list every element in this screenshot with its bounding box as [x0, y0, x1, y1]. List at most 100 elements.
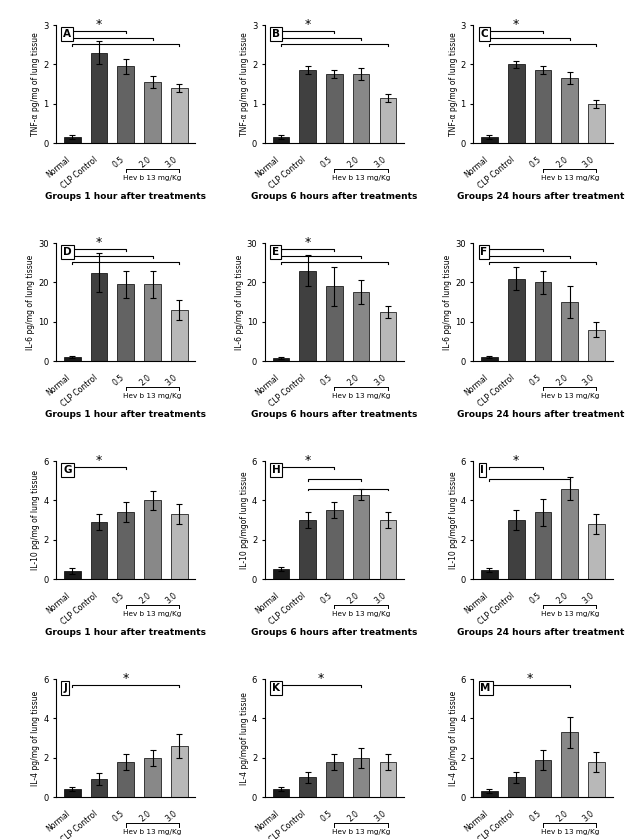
- Text: Normal: Normal: [45, 809, 72, 834]
- Bar: [272, 789, 289, 797]
- Bar: [118, 513, 134, 579]
- Text: 3.0: 3.0: [372, 809, 388, 824]
- X-axis label: Groups 1 hour after treatments: Groups 1 hour after treatments: [45, 410, 206, 420]
- Bar: [272, 569, 289, 579]
- Bar: [272, 358, 289, 361]
- Bar: [534, 283, 551, 361]
- Text: 3.0: 3.0: [581, 591, 596, 606]
- Text: G: G: [63, 465, 72, 475]
- Bar: [64, 571, 81, 579]
- Text: 2.0: 2.0: [346, 809, 361, 823]
- Text: Hev b 13 mg/Kg: Hev b 13 mg/Kg: [332, 611, 390, 617]
- Bar: [171, 514, 187, 579]
- Text: 0.5: 0.5: [111, 809, 126, 824]
- Text: 0.5: 0.5: [111, 373, 126, 388]
- Bar: [272, 137, 289, 143]
- Y-axis label: TNF-α pg/mg of lung tissue: TNF-α pg/mg of lung tissue: [240, 32, 249, 136]
- Bar: [326, 75, 342, 143]
- Text: Hev b 13 mg/Kg: Hev b 13 mg/Kg: [332, 175, 390, 181]
- Text: Hev b 13 mg/Kg: Hev b 13 mg/Kg: [123, 611, 182, 617]
- Text: F: F: [481, 247, 488, 257]
- Bar: [118, 762, 134, 797]
- Bar: [299, 271, 316, 361]
- Text: Hev b 13 mg/Kg: Hev b 13 mg/Kg: [332, 829, 390, 835]
- Y-axis label: TNF-α pg/mg of lung tissue: TNF-α pg/mg of lung tissue: [449, 32, 458, 136]
- Bar: [353, 494, 369, 579]
- Text: Hev b 13 mg/Kg: Hev b 13 mg/Kg: [332, 393, 390, 399]
- Y-axis label: IL-6 pg/mg of lung tissue: IL-6 pg/mg of lung tissue: [26, 254, 35, 350]
- Text: Normal: Normal: [45, 591, 72, 616]
- Bar: [171, 746, 187, 797]
- Bar: [508, 65, 524, 143]
- Text: D: D: [63, 247, 72, 257]
- Text: Normal: Normal: [462, 373, 489, 398]
- Text: A: A: [63, 29, 71, 39]
- X-axis label: Groups 1 hour after treatments: Groups 1 hour after treatments: [45, 192, 206, 201]
- Text: *: *: [318, 671, 324, 685]
- Bar: [118, 284, 134, 361]
- X-axis label: Groups 24 hours after treatments: Groups 24 hours after treatments: [457, 628, 625, 638]
- Y-axis label: IL-4 pg/mgof lung tissue: IL-4 pg/mgof lung tissue: [240, 691, 249, 784]
- Text: CLP Control: CLP Control: [59, 591, 99, 626]
- Text: 2.0: 2.0: [555, 373, 570, 388]
- Text: Hev b 13 mg/Kg: Hev b 13 mg/Kg: [123, 829, 182, 835]
- Y-axis label: IL-10 pg/mg of lung tissue: IL-10 pg/mg of lung tissue: [31, 470, 41, 571]
- Y-axis label: IL-6 pg/mg of lung tissue: IL-6 pg/mg of lung tissue: [235, 254, 244, 350]
- Bar: [118, 66, 134, 143]
- Bar: [588, 104, 605, 143]
- Text: 0.5: 0.5: [111, 155, 126, 169]
- Bar: [326, 510, 342, 579]
- Bar: [588, 524, 605, 579]
- Text: *: *: [96, 18, 102, 30]
- Bar: [481, 571, 498, 579]
- Bar: [64, 357, 81, 361]
- Text: Hev b 13 mg/Kg: Hev b 13 mg/Kg: [541, 393, 599, 399]
- Text: 3.0: 3.0: [372, 373, 388, 388]
- Text: 0.5: 0.5: [319, 809, 334, 824]
- Text: 0.5: 0.5: [319, 373, 334, 388]
- Text: 3.0: 3.0: [164, 155, 179, 169]
- Text: 0.5: 0.5: [528, 373, 543, 388]
- X-axis label: Groups 24 hours after treatments: Groups 24 hours after treatments: [457, 192, 625, 201]
- Text: 2.0: 2.0: [138, 155, 152, 169]
- Bar: [588, 762, 605, 797]
- Bar: [508, 279, 524, 361]
- Bar: [534, 513, 551, 579]
- Text: 2.0: 2.0: [346, 591, 361, 606]
- Y-axis label: IL-4 pg/mg of lung tissue: IL-4 pg/mg of lung tissue: [449, 690, 458, 786]
- Text: Normal: Normal: [462, 809, 489, 834]
- Text: *: *: [304, 18, 311, 30]
- Bar: [481, 357, 498, 361]
- Text: CLP Control: CLP Control: [268, 591, 308, 626]
- Text: Normal: Normal: [462, 155, 489, 180]
- Text: CLP Control: CLP Control: [476, 155, 516, 190]
- Bar: [561, 488, 578, 579]
- Text: CLP Control: CLP Control: [268, 155, 308, 190]
- Text: *: *: [513, 454, 519, 466]
- Bar: [379, 762, 396, 797]
- Text: 2.0: 2.0: [555, 591, 570, 606]
- Bar: [91, 273, 108, 361]
- Text: C: C: [481, 29, 488, 39]
- Text: CLP Control: CLP Control: [59, 373, 99, 409]
- Text: 2.0: 2.0: [346, 373, 361, 388]
- Text: Hev b 13 mg/Kg: Hev b 13 mg/Kg: [541, 829, 599, 835]
- Text: B: B: [272, 29, 280, 39]
- Bar: [534, 760, 551, 797]
- Text: Hev b 13 mg/Kg: Hev b 13 mg/Kg: [123, 393, 182, 399]
- Text: 0.5: 0.5: [528, 591, 543, 606]
- Text: *: *: [513, 18, 519, 30]
- Bar: [299, 778, 316, 797]
- Bar: [326, 286, 342, 361]
- X-axis label: Groups 6 hours after treatments: Groups 6 hours after treatments: [251, 192, 418, 201]
- Bar: [144, 82, 161, 143]
- Text: Hev b 13 mg/Kg: Hev b 13 mg/Kg: [541, 611, 599, 617]
- Text: 0.5: 0.5: [528, 155, 543, 169]
- Text: 0.5: 0.5: [111, 591, 126, 606]
- Bar: [481, 137, 498, 143]
- Bar: [379, 520, 396, 579]
- Text: CLP Control: CLP Control: [59, 809, 99, 839]
- Bar: [299, 520, 316, 579]
- Bar: [353, 758, 369, 797]
- Text: *: *: [526, 671, 532, 685]
